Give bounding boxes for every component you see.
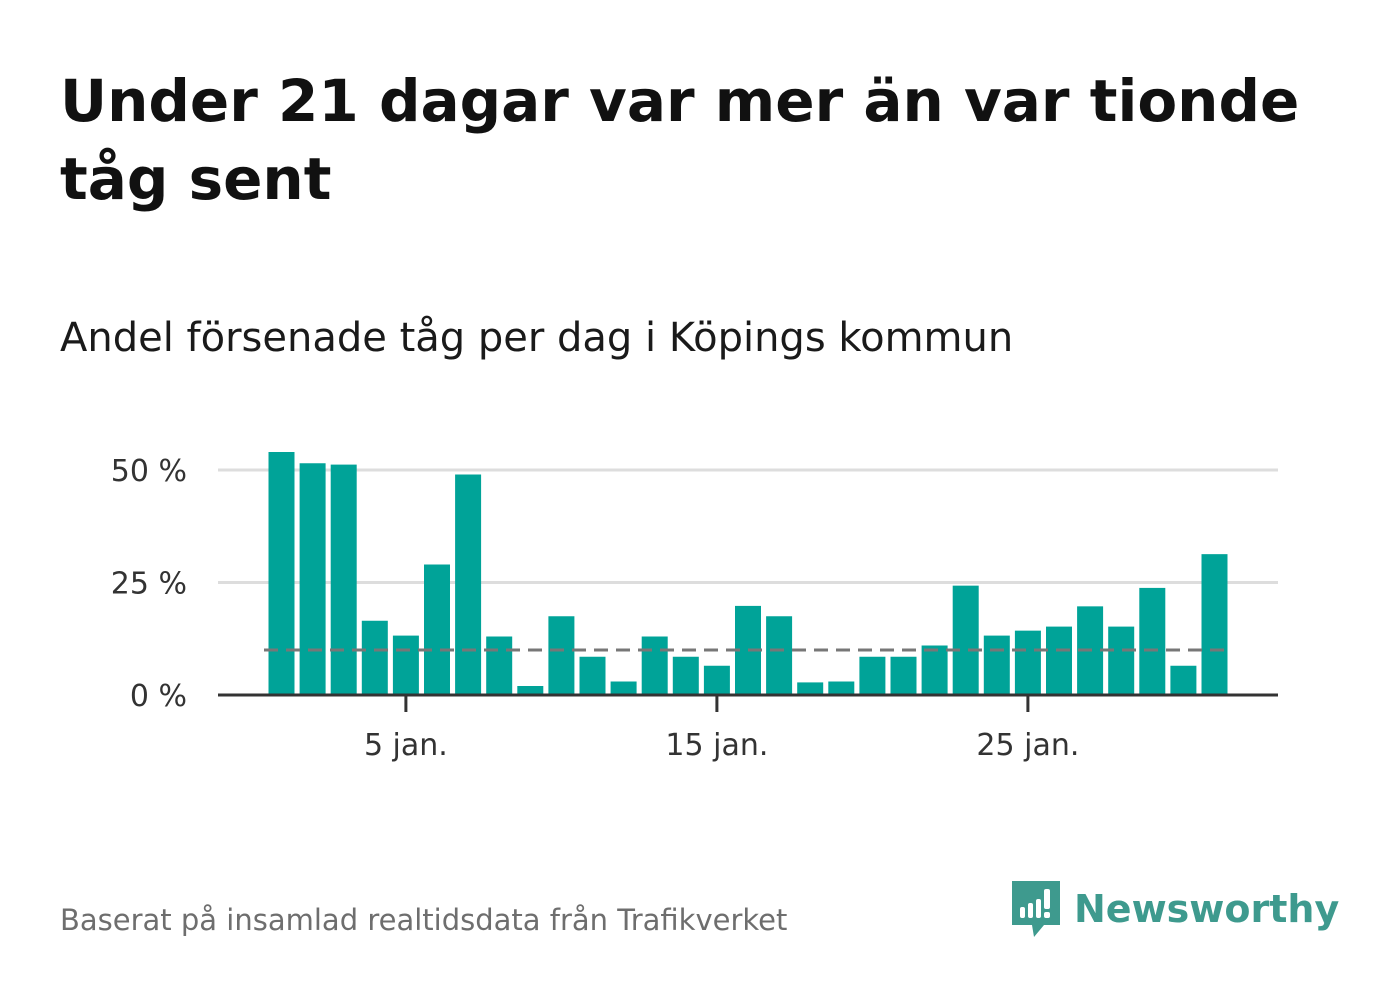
y-tick-label: 0 % (130, 679, 187, 714)
bar (424, 564, 450, 695)
newsworthy-logo: Newsworthy (1010, 878, 1339, 940)
bar (361, 620, 388, 695)
speech-bubble-bar-chart-icon (1012, 881, 1060, 937)
bar (579, 656, 606, 695)
bar (859, 656, 886, 695)
bar (921, 645, 948, 695)
bar (330, 464, 357, 695)
chart-title: Under 21 dagar var mer än var tionde tåg… (60, 67, 1300, 213)
chart-subtitle: Andel försenade tåg per dag i Köpings ko… (60, 315, 1014, 361)
bar (641, 636, 668, 695)
bar (517, 686, 544, 695)
bar (828, 681, 855, 695)
bar (952, 585, 979, 695)
bar (268, 452, 295, 695)
logo-text: Newsworthy (1074, 887, 1340, 931)
bar (455, 474, 482, 695)
bar-chart: 0 % 25 % 50 % 5 jan. 15 jan. 25 jan. (111, 452, 1278, 763)
bar (299, 463, 326, 695)
source-note: Baserat på insamlad realtidsdata från Tr… (60, 903, 788, 937)
bar (1046, 626, 1072, 695)
bar (983, 635, 1010, 695)
x-tick-label: 25 jan. (976, 728, 1079, 763)
bar (486, 636, 513, 695)
bar (610, 681, 637, 695)
bar (1108, 626, 1135, 695)
y-axis-labels: 0 % 25 % 50 % (111, 454, 187, 714)
bar (797, 682, 824, 695)
bar (1170, 665, 1197, 695)
x-axis-labels: 5 jan. 15 jan. 25 jan. (364, 695, 1079, 763)
bar (766, 616, 793, 695)
bars (268, 452, 1228, 695)
y-tick-label: 25 % (111, 567, 187, 602)
bar (1139, 587, 1166, 695)
x-tick-label: 5 jan. (364, 728, 448, 763)
bar (392, 635, 419, 695)
bar (1014, 630, 1041, 695)
bar (672, 656, 699, 695)
x-tick-label: 15 jan. (665, 728, 768, 763)
bar (1201, 554, 1228, 695)
bar (703, 665, 730, 695)
gridlines (218, 468, 1278, 584)
y-tick-label: 50 % (111, 454, 187, 489)
bar (890, 656, 917, 695)
bar (548, 616, 575, 695)
